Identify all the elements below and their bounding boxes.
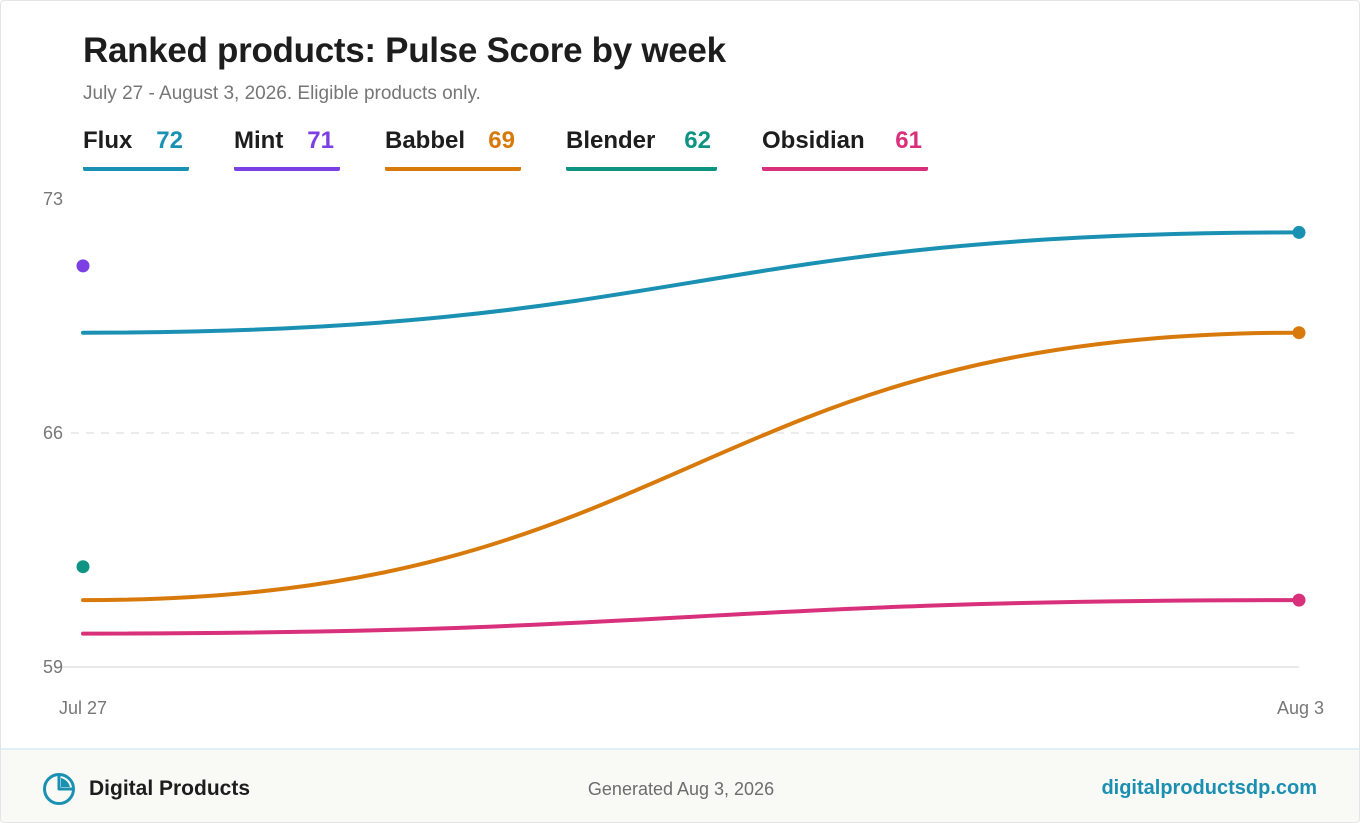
- series-endpoint-flux: [1292, 225, 1306, 239]
- series-line-flux: [81, 230, 1301, 335]
- y-tick-label: 73: [43, 189, 63, 209]
- legend-label: Mint: [234, 127, 284, 154]
- y-tick-label: 66: [43, 423, 63, 443]
- legend-item-babbel[interactable]: Babbel 69: [385, 127, 521, 171]
- legend-label: Babbel: [385, 127, 466, 154]
- series-line-babbel: [81, 330, 1301, 603]
- legend-item-blender[interactable]: Blender 62: [566, 127, 717, 171]
- legend-value: 69: [488, 127, 515, 154]
- legend-value: 62: [684, 127, 711, 154]
- x-tick-label: Aug 3: [1277, 698, 1324, 718]
- x-tick-label: Jul 27: [59, 698, 107, 718]
- chart-subtitle: July 27 - August 3, 2026. Eligible produ…: [83, 83, 481, 104]
- legend: Flux 72 Mint 71 Babbel 69 Blender 62 Obs…: [1, 127, 1359, 171]
- legend-value: 72: [156, 127, 183, 154]
- legend-label: Flux: [83, 127, 133, 154]
- brand-name: Digital Products: [89, 777, 251, 800]
- series-line-obsidian: [81, 598, 1301, 636]
- legend-item-obsidian[interactable]: Obsidian 61: [762, 127, 928, 171]
- pie-chart-icon: [43, 773, 75, 805]
- chart-title: Ranked products: Pulse Score by week: [83, 31, 726, 70]
- footer: Digital Products Generated Aug 3, 2026 d…: [1, 748, 1359, 822]
- series-endpoint-obsidian: [1292, 593, 1306, 607]
- legend-value: 71: [307, 127, 334, 154]
- legend-label: Obsidian: [762, 127, 865, 154]
- series-point-mint: [76, 259, 90, 273]
- website-link[interactable]: digitalproductsdp.com: [1101, 777, 1317, 799]
- line-chart: 59 66 73 Jul 27 Aug 3: [43, 189, 1324, 718]
- generated-date: Generated Aug 3, 2026: [587, 779, 775, 799]
- legend-item-flux[interactable]: Flux 72: [83, 127, 189, 171]
- legend-item-mint[interactable]: Mint 71: [234, 127, 340, 171]
- series-endpoint-babbel: [1292, 326, 1306, 340]
- y-tick-label: 59: [43, 657, 63, 677]
- legend-value: 61: [895, 127, 922, 154]
- legend-label: Blender: [566, 127, 656, 154]
- series-point-blender: [76, 560, 90, 574]
